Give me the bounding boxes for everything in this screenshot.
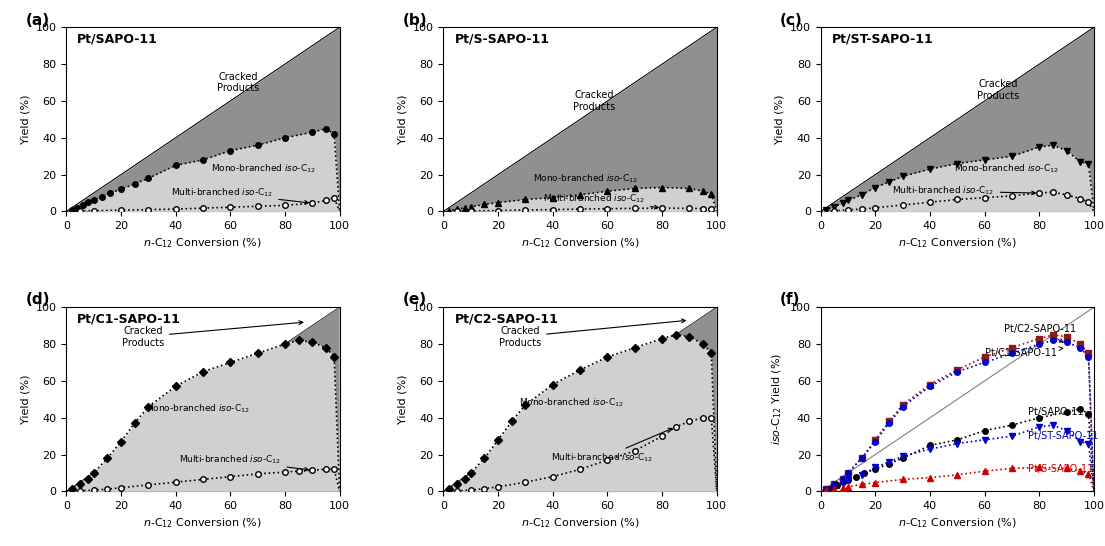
Text: Multi-branched $iso$-C$_{12}$: Multi-branched $iso$-C$_{12}$ bbox=[543, 192, 659, 209]
Text: Multi-branched $iso$-C$_{12}$: Multi-branched $iso$-C$_{12}$ bbox=[171, 187, 308, 204]
X-axis label: $n$-C$_{12}$ Conversion (%): $n$-C$_{12}$ Conversion (%) bbox=[898, 517, 1017, 530]
Y-axis label: Yield (%): Yield (%) bbox=[397, 375, 407, 424]
Text: Cracked
Products: Cracked Products bbox=[218, 72, 260, 93]
Y-axis label: Yield (%): Yield (%) bbox=[20, 94, 30, 144]
Text: Cracked
Products: Cracked Products bbox=[122, 321, 303, 347]
Text: Pt/C2-SAPO-11: Pt/C2-SAPO-11 bbox=[454, 313, 558, 326]
Text: Mono-branched $iso$-C$_{12}$: Mono-branched $iso$-C$_{12}$ bbox=[211, 163, 316, 175]
X-axis label: $n$-C$_{12}$ Conversion (%): $n$-C$_{12}$ Conversion (%) bbox=[520, 237, 640, 251]
X-axis label: $n$-C$_{12}$ Conversion (%): $n$-C$_{12}$ Conversion (%) bbox=[898, 237, 1017, 251]
Text: Pt/S-SAPO-11: Pt/S-SAPO-11 bbox=[454, 33, 549, 46]
Text: Pt/S-SAPO-11: Pt/S-SAPO-11 bbox=[1029, 464, 1094, 474]
Text: Cracked
Products: Cracked Products bbox=[977, 79, 1020, 100]
Text: Mono-branched $iso$-C$_{12}$: Mono-branched $iso$-C$_{12}$ bbox=[145, 402, 250, 415]
Y-axis label: Yield (%): Yield (%) bbox=[20, 375, 30, 424]
Text: (d): (d) bbox=[25, 293, 50, 307]
Text: (e): (e) bbox=[402, 293, 427, 307]
Text: (c): (c) bbox=[780, 13, 802, 27]
Text: Pt/ST-SAPO-11: Pt/ST-SAPO-11 bbox=[832, 33, 934, 46]
Text: Multi-branched $iso$-C$_{12}$: Multi-branched $iso$-C$_{12}$ bbox=[179, 454, 308, 471]
Text: (a): (a) bbox=[25, 13, 50, 27]
Text: Mono-branched $iso$-C$_{12}$: Mono-branched $iso$-C$_{12}$ bbox=[534, 172, 638, 185]
Y-axis label: Yield (%): Yield (%) bbox=[397, 94, 407, 144]
Text: Pt/C1-SAPO-11: Pt/C1-SAPO-11 bbox=[985, 347, 1063, 358]
X-axis label: $n$-C$_{12}$ Conversion (%): $n$-C$_{12}$ Conversion (%) bbox=[144, 517, 262, 530]
Text: Cracked
Products: Cracked Products bbox=[572, 90, 614, 112]
X-axis label: $n$-C$_{12}$ Conversion (%): $n$-C$_{12}$ Conversion (%) bbox=[520, 517, 640, 530]
Y-axis label: Yield (%): Yield (%) bbox=[775, 94, 785, 144]
Text: Multi-branched $iso$-C$_{12}$: Multi-branched $iso$-C$_{12}$ bbox=[893, 185, 1035, 198]
Text: Mono-branched $iso$-C$_{12}$: Mono-branched $iso$-C$_{12}$ bbox=[954, 163, 1059, 175]
Text: (b): (b) bbox=[402, 13, 428, 27]
Text: Cracked
Products: Cracked Products bbox=[498, 319, 685, 347]
X-axis label: $n$-C$_{12}$ Conversion (%): $n$-C$_{12}$ Conversion (%) bbox=[144, 237, 262, 251]
Text: Pt/SAPO-11: Pt/SAPO-11 bbox=[1029, 407, 1084, 417]
Text: Pt/SAPO-11: Pt/SAPO-11 bbox=[77, 33, 158, 46]
Text: (f): (f) bbox=[780, 293, 800, 307]
Text: Pt/C2-SAPO-11: Pt/C2-SAPO-11 bbox=[1003, 324, 1076, 342]
Text: Pt/ST-SAPO-11: Pt/ST-SAPO-11 bbox=[1029, 431, 1098, 441]
Text: Multi-branched $iso$-C$_{12}$: Multi-branched $iso$-C$_{12}$ bbox=[550, 428, 672, 465]
Text: Pt/C1-SAPO-11: Pt/C1-SAPO-11 bbox=[77, 313, 181, 326]
Text: Mono-branched $iso$-C$_{12}$: Mono-branched $iso$-C$_{12}$ bbox=[519, 397, 624, 410]
Y-axis label: $iso$-C$_{12}$ Yield (%): $iso$-C$_{12}$ Yield (%) bbox=[771, 353, 785, 446]
